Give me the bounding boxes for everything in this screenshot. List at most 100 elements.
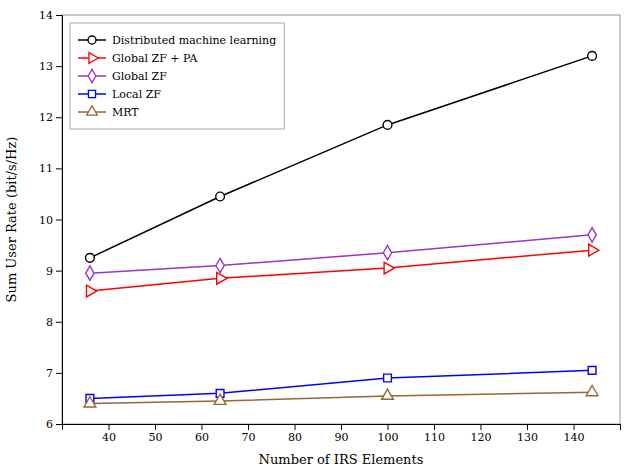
chart: 4050607080901001101201301406789101112131… bbox=[0, 0, 638, 476]
x-tick-label: 50 bbox=[149, 431, 163, 444]
legend-marker bbox=[88, 36, 96, 44]
x-axis-title: Number of IRS Elements bbox=[259, 452, 424, 467]
point bbox=[214, 394, 226, 404]
y-axis-title: Sum User Rate (bit/s/Hz) bbox=[4, 137, 19, 303]
y-tick: 11 bbox=[39, 162, 62, 175]
legend-marker bbox=[88, 69, 96, 82]
x-tick-label: 100 bbox=[378, 431, 399, 444]
x-tick-mark bbox=[295, 424, 296, 430]
legend-label: MRT bbox=[112, 106, 139, 119]
y-tick: 9 bbox=[46, 265, 62, 278]
y-tick-mark bbox=[56, 322, 62, 323]
y-tick: 8 bbox=[46, 316, 62, 329]
legend-label: Global ZF + PA bbox=[112, 52, 198, 65]
legend-label: Local ZF bbox=[112, 88, 161, 101]
x-tick-mark bbox=[388, 424, 389, 430]
y-tick-label: 11 bbox=[39, 162, 53, 175]
legend-item: Global ZF bbox=[78, 69, 167, 82]
point bbox=[588, 52, 597, 61]
x-tick-mark bbox=[527, 424, 528, 430]
legend-marker bbox=[87, 106, 98, 115]
x-tick-mark bbox=[341, 424, 342, 430]
legend-box bbox=[70, 23, 284, 129]
x-tick-label: 40 bbox=[102, 431, 116, 444]
y-tick: 7 bbox=[46, 367, 62, 380]
y-axis-line bbox=[56, 16, 63, 425]
y-tick-label: 8 bbox=[46, 316, 53, 329]
point bbox=[216, 192, 225, 201]
y-tick-mark bbox=[56, 66, 62, 67]
point bbox=[216, 258, 224, 272]
y-tick-label: 12 bbox=[39, 111, 53, 124]
y-tick: 6 bbox=[46, 418, 62, 431]
plot-frame bbox=[62, 15, 620, 424]
y-tick-mark bbox=[56, 424, 62, 425]
x-tick-mark bbox=[155, 424, 156, 430]
point bbox=[384, 262, 394, 274]
x-tick: 50 bbox=[149, 424, 163, 444]
legend-label: Global ZF bbox=[112, 70, 167, 83]
y-tick-label: 13 bbox=[39, 60, 53, 73]
x-tick-mark bbox=[202, 424, 203, 430]
y-tick-mark bbox=[56, 271, 62, 272]
legend-item: Global ZF + PA bbox=[78, 52, 198, 65]
y-tick-mark bbox=[56, 117, 62, 118]
x-tick: 40 bbox=[102, 424, 116, 444]
legend-marker bbox=[89, 53, 98, 64]
point bbox=[86, 253, 95, 262]
y-tick-mark bbox=[56, 220, 62, 221]
x-tick-label: 80 bbox=[288, 431, 302, 444]
legend-item: Local ZF bbox=[78, 88, 161, 101]
point bbox=[382, 389, 394, 399]
x-tick-label: 130 bbox=[517, 431, 538, 444]
y-tick-label: 14 bbox=[39, 9, 53, 22]
y-tick-label: 9 bbox=[46, 265, 53, 278]
point bbox=[589, 244, 599, 256]
y-tick-mark bbox=[56, 168, 62, 169]
x-tick: 70 bbox=[242, 424, 256, 444]
x-tick-label: 110 bbox=[424, 431, 445, 444]
y-tick-mark bbox=[56, 373, 62, 374]
point bbox=[588, 366, 596, 374]
y-tick: 10 bbox=[39, 214, 62, 227]
x-tick: 100 bbox=[378, 424, 399, 444]
x-axis-line bbox=[63, 425, 621, 431]
x-tick-mark bbox=[248, 424, 249, 430]
x-tick-mark bbox=[109, 424, 110, 430]
y-tick: 13 bbox=[39, 60, 62, 73]
x-tick-label: 120 bbox=[471, 431, 492, 444]
plot-area: 4050607080901001101201301406789101112131… bbox=[39, 9, 621, 444]
point bbox=[84, 397, 96, 407]
series bbox=[84, 386, 598, 407]
point bbox=[384, 374, 392, 382]
legend-item: Distributed machine learning bbox=[78, 34, 276, 47]
series bbox=[87, 244, 599, 297]
y-tick-label: 7 bbox=[46, 367, 53, 380]
y-tick-mark bbox=[56, 15, 62, 16]
x-tick: 140 bbox=[564, 424, 585, 444]
x-tick: 130 bbox=[517, 424, 538, 444]
legend-marker bbox=[88, 90, 95, 97]
legend: Distributed machine learning Global ZF + … bbox=[70, 23, 284, 129]
y-tick: 12 bbox=[39, 111, 62, 124]
y-tick: 14 bbox=[39, 9, 62, 22]
point bbox=[586, 386, 598, 396]
y-tick-label: 10 bbox=[39, 214, 53, 227]
x-tick-label: 70 bbox=[242, 431, 256, 444]
x-tick-label: 140 bbox=[564, 431, 585, 444]
series bbox=[86, 228, 597, 281]
x-tick: 120 bbox=[471, 424, 492, 444]
legend-label: Distributed machine learning bbox=[112, 34, 276, 47]
point bbox=[86, 266, 94, 280]
point bbox=[588, 228, 596, 242]
x-tick-label: 60 bbox=[195, 431, 209, 444]
x-tick: 60 bbox=[195, 424, 209, 444]
point bbox=[217, 272, 227, 284]
x-tick: 110 bbox=[424, 424, 445, 444]
series-line bbox=[90, 392, 592, 403]
series-line bbox=[90, 235, 592, 273]
point bbox=[87, 285, 97, 297]
y-axis: 6 7 8 9 10 11 12 13 14 bbox=[39, 9, 63, 431]
point bbox=[383, 246, 391, 260]
point bbox=[383, 121, 392, 130]
